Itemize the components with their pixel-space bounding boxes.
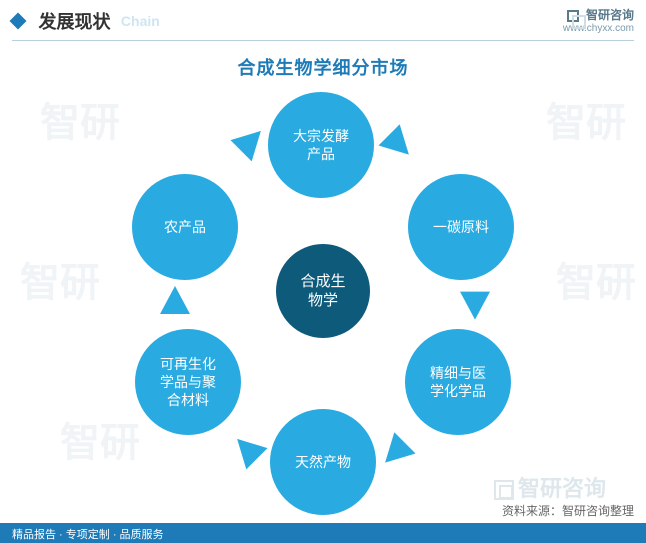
header-title: 发展现状 (38, 12, 110, 32)
watermark-text: 智研咨询 (518, 476, 606, 501)
center-node: 合成生 物学 (276, 244, 370, 338)
flow-arrow-5 (230, 120, 271, 161)
header-rule (12, 40, 634, 41)
logo-brand: 智研咨询 (586, 8, 634, 22)
header: 发展现状 Chain 智研咨询 www.chyxx.com (0, 0, 646, 40)
logo-icon (567, 10, 579, 22)
flow-arrow-1 (460, 292, 490, 320)
circular-flow-diagram: 大宗发酵 产品一碳原料精细与医 学化学品天然产物可再生化 学品与聚 合材料农产品… (0, 74, 646, 514)
outer-node-4: 可再生化 学品与聚 合材料 (135, 329, 241, 435)
flow-arrow-0 (378, 124, 419, 165)
outer-node-2: 精细与医 学化学品 (405, 329, 511, 435)
flow-arrow-4 (160, 286, 190, 314)
source-text: 资料来源：智研咨询整理 (502, 502, 634, 519)
logo-text: 智研咨询 (563, 6, 634, 23)
outer-node-3: 天然产物 (270, 409, 376, 515)
outer-node-5: 农产品 (132, 174, 238, 280)
flow-arrow-3 (227, 428, 268, 469)
footer-left: 精品报告 · 专项定制 · 品质服务 (12, 529, 164, 541)
header-logo: 智研咨询 www.chyxx.com (563, 6, 634, 34)
diamond-icon (10, 13, 27, 30)
outer-node-1: 一碳原料 (408, 174, 514, 280)
outer-node-0: 大宗发酵 产品 (268, 92, 374, 198)
header-subtitle: Chain (121, 13, 160, 29)
watermark-icon (494, 480, 514, 500)
footer-bar: 精品报告 · 专项定制 · 品质服务 (0, 523, 646, 543)
watermark-logo: 智研咨询 (494, 471, 606, 503)
flow-arrow-2 (375, 432, 416, 473)
